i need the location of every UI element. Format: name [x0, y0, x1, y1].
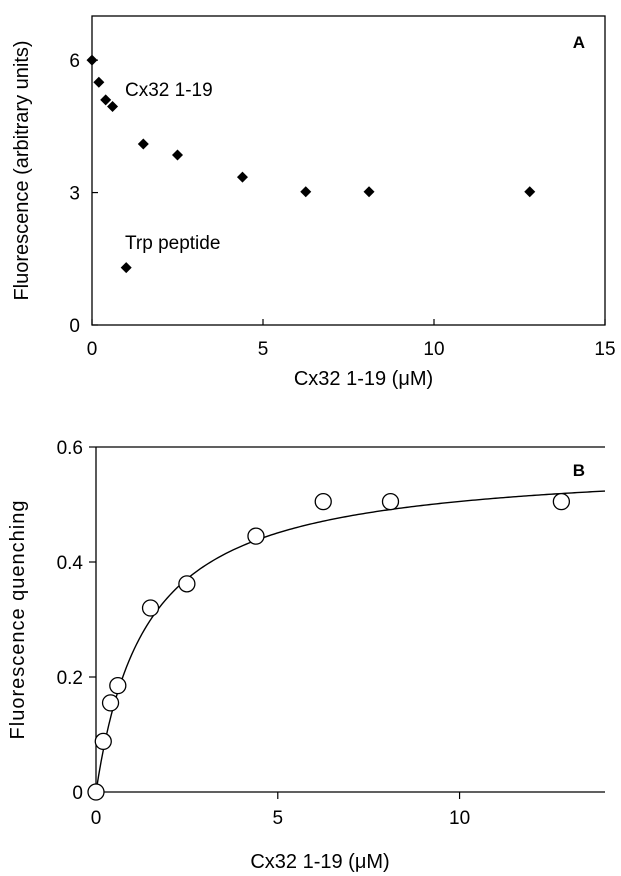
panel-a-plot-frame: [91, 15, 606, 326]
data-point-diamond: [100, 94, 112, 106]
panel-b-plot-frame: [95, 446, 605, 793]
panel-a-points: [86, 54, 536, 274]
x-tick-label: 5: [258, 339, 269, 360]
data-point-diamond: [93, 76, 105, 88]
data-point-circle: [101, 694, 120, 712]
data-point-diamond: [172, 149, 183, 161]
panel-b-y-axis-title: Fluorescence quenching: [7, 500, 29, 740]
data-point-diamond: [120, 262, 132, 274]
data-point-circle: [381, 492, 400, 511]
x-tick-label: 10: [449, 808, 470, 829]
panel-b-fit-curve: [95, 490, 606, 793]
y-tick-label: 0: [69, 316, 80, 337]
data-point-diamond: [524, 186, 536, 198]
data-point-diamond: [137, 138, 149, 150]
data-point-diamond: [107, 100, 119, 112]
data-point-circle: [178, 575, 196, 593]
data-point-diamond: [86, 54, 98, 66]
y-tick-label: 0: [72, 783, 83, 804]
panel-a-x-axis-title: Cx32 1-19 (μM): [294, 368, 433, 390]
annotation-trp-peptide: Trp peptide: [125, 233, 220, 254]
data-point-diamond: [363, 186, 375, 198]
panel-b-x-axis-title: Cx32 1-19 (μM): [250, 851, 389, 873]
x-tick-label: 0: [87, 339, 98, 360]
panel-a-letter: A: [573, 33, 585, 52]
panel-b-letter: B: [573, 461, 585, 480]
data-point-circle: [87, 783, 105, 801]
panel-a: A Fluorescence (arbitrary units) Cx32 1-…: [11, 15, 616, 390]
data-point-diamond: [236, 171, 248, 183]
x-tick-label: 15: [594, 339, 615, 360]
data-point-circle: [109, 676, 127, 695]
data-point-circle: [141, 599, 160, 617]
panel-b: B Fluorescence quenching Cx32 1-19 (μM) …: [7, 438, 606, 873]
y-tick-label: 0.4: [57, 553, 84, 574]
panel-b-points: [87, 492, 571, 801]
annotation-cx32: Cx32 1-19: [125, 80, 213, 101]
data-point-circle: [314, 492, 332, 511]
x-tick-label: 10: [423, 339, 444, 360]
y-tick-label: 3: [69, 184, 80, 205]
y-tick-label: 6: [69, 51, 80, 72]
x-tick-label: 0: [91, 808, 102, 829]
data-point-circle: [247, 527, 265, 545]
data-point-circle: [552, 492, 571, 511]
data-point-circle: [94, 732, 112, 751]
y-tick-label: 0.2: [57, 668, 83, 689]
panel-b-ticks: 0 5 10 0 0.2 0.4 0.6: [57, 438, 471, 829]
panel-a-y-axis-title: Fluorescence (arbitrary units): [11, 40, 33, 300]
data-point-diamond: [300, 186, 312, 198]
y-tick-label: 0.6: [57, 438, 83, 459]
x-tick-label: 5: [272, 808, 283, 829]
